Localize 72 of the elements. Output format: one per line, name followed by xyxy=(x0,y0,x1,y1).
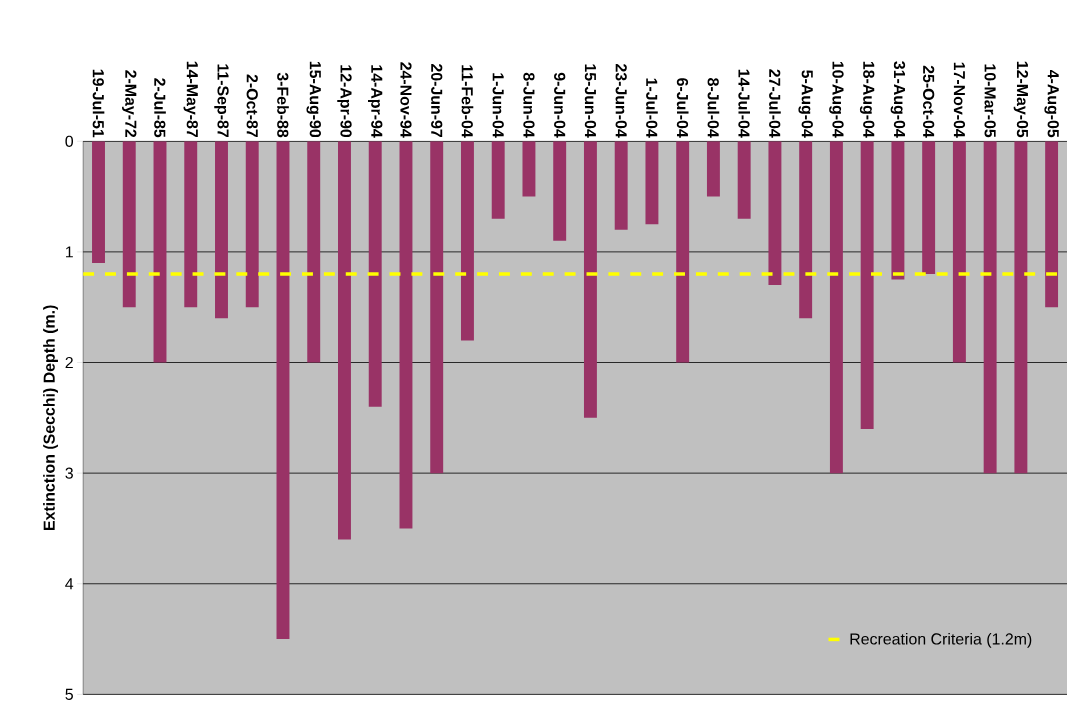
bar xyxy=(983,141,997,473)
bar xyxy=(676,141,690,363)
x-tick-label: 8-Jul-04 xyxy=(707,77,720,138)
x-tick-label: 11-Feb-04 xyxy=(461,65,474,138)
x-tick-label: 10-Mar-05 xyxy=(984,64,996,138)
bar xyxy=(491,141,505,219)
x-tick-label: 12-May-05 xyxy=(1013,61,1029,138)
bar xyxy=(553,141,567,241)
legend-label: Recreation Criteria (1.2m) xyxy=(850,632,1032,648)
bar xyxy=(645,141,659,225)
y-tick-label: 0 xyxy=(65,135,74,147)
x-tick-label: 10-Aug-04 xyxy=(829,61,844,138)
x-tick-label: 2-Oct-87 xyxy=(246,74,258,137)
y-tick-label: 5 xyxy=(65,688,73,700)
bar xyxy=(860,141,874,429)
x-tick-label: 19-Jul-51 xyxy=(92,69,105,138)
bar xyxy=(737,141,751,219)
x-tick-label: 4-Aug-05 xyxy=(1044,69,1059,138)
x-tick-label: 15-Jun-04 xyxy=(584,64,597,138)
bar xyxy=(338,141,351,540)
bar xyxy=(706,141,720,197)
x-tick-label: 9-Jun-04 xyxy=(554,72,566,138)
bar xyxy=(307,141,321,363)
bar xyxy=(522,141,536,197)
x-tick-label: 15-Aug-90 xyxy=(306,61,321,137)
bar xyxy=(891,141,905,280)
bar xyxy=(122,141,136,308)
bar xyxy=(583,141,597,418)
x-tick-label: 1-Jun-04 xyxy=(492,73,504,138)
x-tick-label: 31-Aug-04 xyxy=(890,61,906,138)
bar xyxy=(215,141,228,319)
x-tick-label: 18-Aug-04 xyxy=(859,61,875,138)
bar xyxy=(952,141,966,363)
x-tick-label: 11-Sep-87 xyxy=(214,64,229,137)
bar xyxy=(460,141,474,341)
x-tick-label: 3-Feb-88 xyxy=(277,72,289,138)
x-tick-label: 12-Apr-90 xyxy=(337,65,352,137)
bar xyxy=(92,141,105,263)
bar xyxy=(276,141,290,639)
x-tick-label: 14-May-87 xyxy=(183,61,198,137)
x-tick-label: 24-Nov-94 xyxy=(400,62,412,138)
x-tick-label: 8-Jun-04 xyxy=(523,72,535,138)
x-tick-label: 5-Aug-04 xyxy=(798,69,813,138)
bar xyxy=(245,141,259,308)
x-tick-label: 14-Jul-04 xyxy=(738,69,751,138)
bar xyxy=(399,141,413,529)
y-tick-label: 3 xyxy=(65,467,73,479)
x-tick-label: 20-Jun-97 xyxy=(431,63,443,137)
bar xyxy=(184,141,198,308)
bar xyxy=(922,141,936,274)
bar xyxy=(799,141,813,319)
y-axis-title: Extinction (Secchi) Depth (m.) xyxy=(43,305,58,530)
y-tick-label: 1 xyxy=(66,246,73,258)
bar xyxy=(1045,141,1059,308)
x-tick-label: 1-Jul-04 xyxy=(646,78,658,138)
x-tick-label: 25-Oct-04 xyxy=(923,65,935,138)
y-tick-label: 4 xyxy=(65,578,74,590)
x-tick-label: 14-Apr-94 xyxy=(368,65,383,138)
x-tick-label: 17-Nov-04 xyxy=(953,62,966,138)
x-tick-label: 2-Jul-85 xyxy=(154,77,166,138)
x-tick-label: 27-Jul-04 xyxy=(769,69,781,138)
bar xyxy=(153,141,167,363)
bar xyxy=(768,141,782,285)
bar xyxy=(368,141,382,407)
y-tick-label: 2 xyxy=(65,356,73,368)
bar xyxy=(1014,141,1028,473)
bar xyxy=(430,141,444,473)
x-tick-label: 23-Jun-04 xyxy=(615,63,627,138)
bar xyxy=(829,141,843,473)
x-tick-label: 2-May-72 xyxy=(122,70,137,137)
x-tick-label: 6-Jul-04 xyxy=(676,78,689,138)
bar xyxy=(614,141,628,230)
